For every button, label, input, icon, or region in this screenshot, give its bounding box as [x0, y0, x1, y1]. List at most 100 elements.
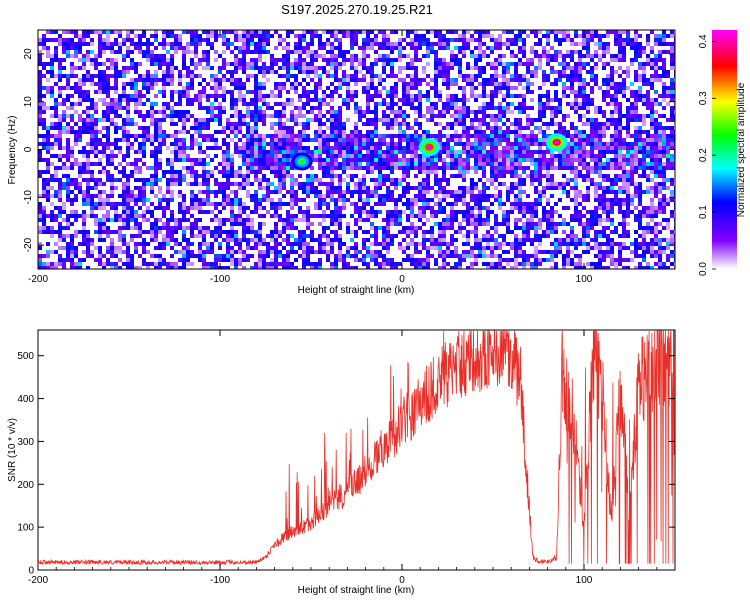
heatmap-cell [434, 90, 438, 94]
heatmap-cell [346, 150, 350, 154]
heatmap-cell [114, 62, 118, 66]
heatmap-cell [42, 86, 46, 90]
heatmap-cell [326, 174, 330, 178]
heatmap-cell [250, 182, 254, 186]
heatmap-cell [150, 54, 154, 58]
heatmap-cell [334, 78, 338, 82]
heatmap-cell [602, 194, 606, 198]
heatmap-cell [330, 138, 334, 142]
heatmap-cell [442, 146, 446, 150]
heatmap-cell [518, 142, 522, 146]
heatmap-cell [150, 134, 154, 138]
heatmap-cell [170, 158, 174, 162]
heatmap-cell [630, 194, 634, 198]
heatmap-cell [386, 106, 390, 110]
heatmap-cell [414, 30, 418, 34]
heatmap-cell [378, 194, 382, 198]
heatmap-cell [646, 162, 650, 166]
heatmap-cell [70, 162, 74, 166]
heatmap-cell [58, 118, 62, 122]
heatmap-cell [546, 74, 550, 78]
heatmap-cell [214, 178, 218, 182]
heatmap-cell [522, 62, 526, 66]
heatmap-cell [530, 142, 534, 146]
heatmap-cell [334, 38, 338, 42]
heatmap-cell [534, 74, 538, 78]
heatmap-cell [154, 54, 158, 58]
heatmap-cell [102, 146, 106, 150]
heatmap-cell [454, 130, 458, 134]
heatmap-cell [510, 94, 514, 98]
heatmap-cell [402, 146, 406, 150]
heatmap-cell [362, 66, 366, 70]
heatmap-cell [570, 82, 574, 86]
heatmap-cell [342, 34, 346, 38]
heatmap-cell [482, 42, 486, 46]
heatmap-cell [506, 66, 510, 70]
heatmap-cell [258, 118, 262, 122]
heatmap-cell [574, 106, 578, 110]
heatmap-cell [214, 190, 218, 194]
heatmap-cell [122, 182, 126, 186]
heatmap-cell [210, 106, 214, 110]
heatmap-cell [554, 122, 558, 126]
heatmap-cell [214, 38, 218, 42]
heatmap-cell [226, 154, 230, 158]
heatmap-cell [494, 82, 498, 86]
heatmap-cell [614, 30, 618, 34]
heatmap-cell [442, 38, 446, 42]
heatmap-cell [334, 150, 338, 154]
heatmap-cell [222, 62, 226, 66]
heatmap-cell [178, 98, 182, 102]
heatmap-cell [594, 190, 598, 194]
heatmap-cell [554, 166, 558, 170]
heatmap-cell [518, 210, 522, 214]
heatmap-cell [194, 94, 198, 98]
heatmap-cells [38, 30, 675, 269]
heatmap-cell [278, 58, 282, 62]
heatmap-cell [98, 98, 102, 102]
heatmap-cell [170, 54, 174, 58]
heatmap-cell [42, 210, 46, 214]
heatmap-cell [154, 58, 158, 62]
heatmap-cell [246, 66, 250, 70]
heatmap-cell [422, 154, 426, 158]
heatmap-cell [610, 78, 614, 82]
heatmap-cell [106, 46, 110, 50]
heatmap-cell [106, 90, 110, 94]
heatmap-cell [662, 90, 666, 94]
heatmap-cell [554, 114, 558, 118]
heatmap-cell [570, 42, 574, 46]
heatmap-cell [498, 166, 502, 170]
heatmap-cell [294, 62, 298, 66]
heatmap-cell [482, 102, 486, 106]
heatmap-cell [162, 34, 166, 38]
heatmap-cell [162, 142, 166, 146]
heatmap-cell [110, 202, 114, 206]
heatmap-cell [574, 94, 578, 98]
chart-title: S197.2025.270.19.25.R21 [281, 2, 433, 17]
heatmap-cell [526, 158, 530, 162]
heatmap-cell [70, 190, 74, 194]
heatmap-cell [290, 118, 294, 122]
heatmap-cell [186, 146, 190, 150]
heatmap-cell [558, 122, 562, 126]
heatmap-cell [582, 206, 586, 210]
heatmap-cell [610, 98, 614, 102]
heatmap-cell [342, 198, 346, 202]
heatmap-cell [186, 90, 190, 94]
heatmap-cell [318, 66, 322, 70]
heatmap-cell [242, 158, 246, 162]
heatmap-cell [462, 170, 466, 174]
heatmap-cell [62, 110, 66, 114]
heatmap-cell [302, 146, 306, 150]
heatmap-cell [282, 154, 286, 158]
heatmap-cell [50, 214, 54, 218]
heatmap-cell [518, 30, 522, 34]
heatmap-cell [438, 166, 442, 170]
heatmap-cell [370, 154, 374, 158]
heatmap-cell [50, 38, 54, 42]
heatmap-cell [90, 174, 94, 178]
heatmap-cell [642, 166, 646, 170]
heatmap-cell [474, 30, 478, 34]
